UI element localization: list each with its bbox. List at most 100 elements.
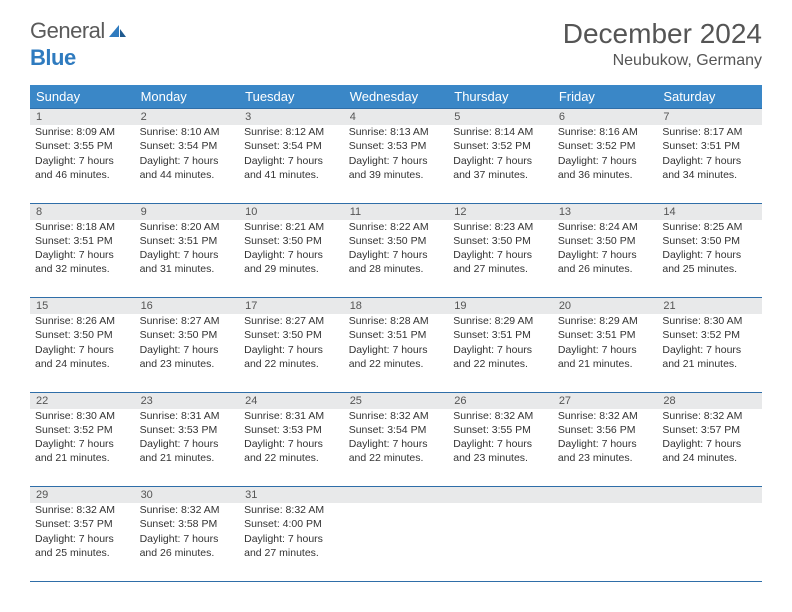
daylight-line: Daylight: 7 hours and 22 minutes. bbox=[349, 343, 444, 371]
col-sunday: Sunday bbox=[30, 85, 135, 109]
daylight-line: Daylight: 7 hours and 23 minutes. bbox=[140, 343, 235, 371]
day-cell: Sunrise: 8:18 AMSunset: 3:51 PMDaylight:… bbox=[30, 220, 135, 298]
daylight-line: Daylight: 7 hours and 24 minutes. bbox=[35, 343, 130, 371]
day-cell: Sunrise: 8:13 AMSunset: 3:53 PMDaylight:… bbox=[344, 125, 449, 203]
sunset-line: Sunset: 3:50 PM bbox=[662, 234, 757, 248]
day-cell: Sunrise: 8:30 AMSunset: 3:52 PMDaylight:… bbox=[657, 314, 762, 392]
sunrise-line: Sunrise: 8:32 AM bbox=[453, 409, 548, 423]
sunset-line: Sunset: 3:50 PM bbox=[35, 328, 130, 342]
day-number bbox=[344, 487, 449, 504]
sunset-line: Sunset: 3:51 PM bbox=[349, 328, 444, 342]
daylight-line: Daylight: 7 hours and 22 minutes. bbox=[244, 343, 339, 371]
day-number: 27 bbox=[553, 392, 658, 409]
day-cell bbox=[448, 503, 553, 581]
day-cell bbox=[344, 503, 449, 581]
day-cell: Sunrise: 8:22 AMSunset: 3:50 PMDaylight:… bbox=[344, 220, 449, 298]
day-header-row: Sunday Monday Tuesday Wednesday Thursday… bbox=[30, 85, 762, 109]
sunset-line: Sunset: 3:55 PM bbox=[453, 423, 548, 437]
daylight-line: Daylight: 7 hours and 24 minutes. bbox=[662, 437, 757, 465]
day-number: 21 bbox=[657, 298, 762, 315]
sunrise-line: Sunrise: 8:13 AM bbox=[349, 125, 444, 139]
daylight-line: Daylight: 7 hours and 46 minutes. bbox=[35, 154, 130, 182]
sunset-line: Sunset: 3:52 PM bbox=[558, 139, 653, 153]
day-number: 13 bbox=[553, 203, 658, 220]
day-cell bbox=[553, 503, 658, 581]
week-row: Sunrise: 8:32 AMSunset: 3:57 PMDaylight:… bbox=[30, 503, 762, 581]
sunrise-line: Sunrise: 8:30 AM bbox=[662, 314, 757, 328]
sunrise-line: Sunrise: 8:29 AM bbox=[453, 314, 548, 328]
day-cell: Sunrise: 8:12 AMSunset: 3:54 PMDaylight:… bbox=[239, 125, 344, 203]
col-wednesday: Wednesday bbox=[344, 85, 449, 109]
calendar-table: Sunday Monday Tuesday Wednesday Thursday… bbox=[30, 85, 762, 582]
sunrise-line: Sunrise: 8:22 AM bbox=[349, 220, 444, 234]
daylight-line: Daylight: 7 hours and 21 minutes. bbox=[35, 437, 130, 465]
sunrise-line: Sunrise: 8:27 AM bbox=[140, 314, 235, 328]
day-number: 16 bbox=[135, 298, 240, 315]
sunrise-line: Sunrise: 8:32 AM bbox=[244, 503, 339, 517]
sunset-line: Sunset: 3:50 PM bbox=[244, 234, 339, 248]
sunrise-line: Sunrise: 8:32 AM bbox=[349, 409, 444, 423]
sunrise-line: Sunrise: 8:29 AM bbox=[558, 314, 653, 328]
col-tuesday: Tuesday bbox=[239, 85, 344, 109]
daynum-row: 891011121314 bbox=[30, 203, 762, 220]
daynum-row: 293031 bbox=[30, 487, 762, 504]
day-cell bbox=[657, 503, 762, 581]
day-cell: Sunrise: 8:32 AMSunset: 3:56 PMDaylight:… bbox=[553, 409, 658, 487]
sunset-line: Sunset: 3:52 PM bbox=[453, 139, 548, 153]
sunrise-line: Sunrise: 8:12 AM bbox=[244, 125, 339, 139]
sunset-line: Sunset: 3:50 PM bbox=[140, 328, 235, 342]
col-saturday: Saturday bbox=[657, 85, 762, 109]
day-number: 12 bbox=[448, 203, 553, 220]
sunrise-line: Sunrise: 8:32 AM bbox=[35, 503, 130, 517]
daynum-row: 22232425262728 bbox=[30, 392, 762, 409]
day-cell: Sunrise: 8:32 AMSunset: 3:55 PMDaylight:… bbox=[448, 409, 553, 487]
day-number: 2 bbox=[135, 109, 240, 126]
sunrise-line: Sunrise: 8:25 AM bbox=[662, 220, 757, 234]
daylight-line: Daylight: 7 hours and 21 minutes. bbox=[140, 437, 235, 465]
daylight-line: Daylight: 7 hours and 25 minutes. bbox=[35, 532, 130, 560]
day-cell: Sunrise: 8:26 AMSunset: 3:50 PMDaylight:… bbox=[30, 314, 135, 392]
sunrise-line: Sunrise: 8:09 AM bbox=[35, 125, 130, 139]
sunrise-line: Sunrise: 8:17 AM bbox=[662, 125, 757, 139]
sunset-line: Sunset: 3:50 PM bbox=[244, 328, 339, 342]
week-row: Sunrise: 8:09 AMSunset: 3:55 PMDaylight:… bbox=[30, 125, 762, 203]
day-number bbox=[657, 487, 762, 504]
day-cell: Sunrise: 8:28 AMSunset: 3:51 PMDaylight:… bbox=[344, 314, 449, 392]
sunset-line: Sunset: 3:54 PM bbox=[140, 139, 235, 153]
day-cell: Sunrise: 8:32 AMSunset: 3:57 PMDaylight:… bbox=[30, 503, 135, 581]
day-cell: Sunrise: 8:14 AMSunset: 3:52 PMDaylight:… bbox=[448, 125, 553, 203]
title-block: December 2024 Neubukow, Germany bbox=[563, 18, 762, 70]
daylight-line: Daylight: 7 hours and 31 minutes. bbox=[140, 248, 235, 276]
day-number: 29 bbox=[30, 487, 135, 504]
sunrise-line: Sunrise: 8:18 AM bbox=[35, 220, 130, 234]
logo: General Blue bbox=[30, 18, 127, 71]
sunset-line: Sunset: 3:51 PM bbox=[662, 139, 757, 153]
sunset-line: Sunset: 3:54 PM bbox=[349, 423, 444, 437]
week-row: Sunrise: 8:18 AMSunset: 3:51 PMDaylight:… bbox=[30, 220, 762, 298]
sunrise-line: Sunrise: 8:10 AM bbox=[140, 125, 235, 139]
day-number: 25 bbox=[344, 392, 449, 409]
sunrise-line: Sunrise: 8:21 AM bbox=[244, 220, 339, 234]
day-number: 30 bbox=[135, 487, 240, 504]
daylight-line: Daylight: 7 hours and 22 minutes. bbox=[349, 437, 444, 465]
day-number bbox=[448, 487, 553, 504]
sunrise-line: Sunrise: 8:26 AM bbox=[35, 314, 130, 328]
day-cell: Sunrise: 8:32 AMSunset: 3:57 PMDaylight:… bbox=[657, 409, 762, 487]
day-number: 9 bbox=[135, 203, 240, 220]
day-number: 18 bbox=[344, 298, 449, 315]
day-number: 31 bbox=[239, 487, 344, 504]
sunrise-line: Sunrise: 8:32 AM bbox=[558, 409, 653, 423]
daylight-line: Daylight: 7 hours and 36 minutes. bbox=[558, 154, 653, 182]
sunset-line: Sunset: 3:52 PM bbox=[35, 423, 130, 437]
sunset-line: Sunset: 3:50 PM bbox=[558, 234, 653, 248]
day-cell: Sunrise: 8:32 AMSunset: 3:54 PMDaylight:… bbox=[344, 409, 449, 487]
daylight-line: Daylight: 7 hours and 27 minutes. bbox=[244, 532, 339, 560]
day-cell: Sunrise: 8:25 AMSunset: 3:50 PMDaylight:… bbox=[657, 220, 762, 298]
daylight-line: Daylight: 7 hours and 32 minutes. bbox=[35, 248, 130, 276]
sunrise-line: Sunrise: 8:14 AM bbox=[453, 125, 548, 139]
col-thursday: Thursday bbox=[448, 85, 553, 109]
sunset-line: Sunset: 3:51 PM bbox=[453, 328, 548, 342]
day-number: 17 bbox=[239, 298, 344, 315]
sunset-line: Sunset: 3:57 PM bbox=[35, 517, 130, 531]
day-number: 11 bbox=[344, 203, 449, 220]
